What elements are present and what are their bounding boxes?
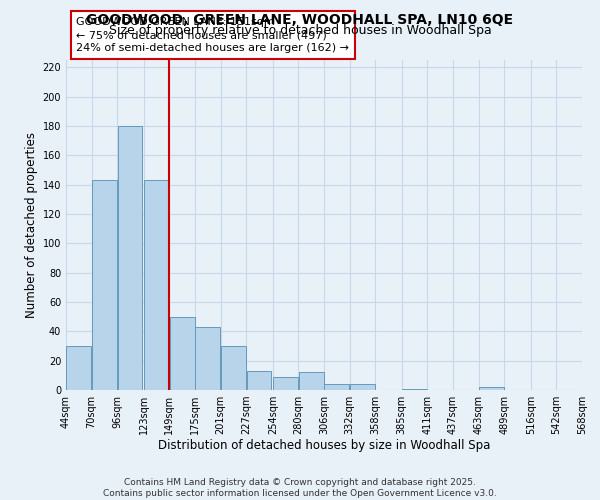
Bar [247,371,271,390]
Y-axis label: Number of detached properties: Number of detached properties [25,132,38,318]
Bar [221,346,246,390]
Bar [273,377,298,390]
Bar [67,346,91,390]
Bar [299,372,323,390]
Bar [92,180,117,390]
Bar [350,384,375,390]
Bar [196,327,220,390]
Text: Size of property relative to detached houses in Woodhall Spa: Size of property relative to detached ho… [109,24,491,37]
Bar [402,388,427,390]
X-axis label: Distribution of detached houses by size in Woodhall Spa: Distribution of detached houses by size … [158,438,490,452]
Bar [144,180,169,390]
Bar [170,316,194,390]
Bar [479,387,504,390]
Bar [118,126,142,390]
Text: Contains HM Land Registry data © Crown copyright and database right 2025.
Contai: Contains HM Land Registry data © Crown c… [103,478,497,498]
Text: GOODWOOD GREEN LANE: 151sqm
← 75% of detached houses are smaller (497)
24% of se: GOODWOOD GREEN LANE: 151sqm ← 75% of det… [76,17,349,54]
Bar [325,384,349,390]
Text: GOODWOOD, GREEN LANE, WOODHALL SPA, LN10 6QE: GOODWOOD, GREEN LANE, WOODHALL SPA, LN10… [86,12,514,26]
